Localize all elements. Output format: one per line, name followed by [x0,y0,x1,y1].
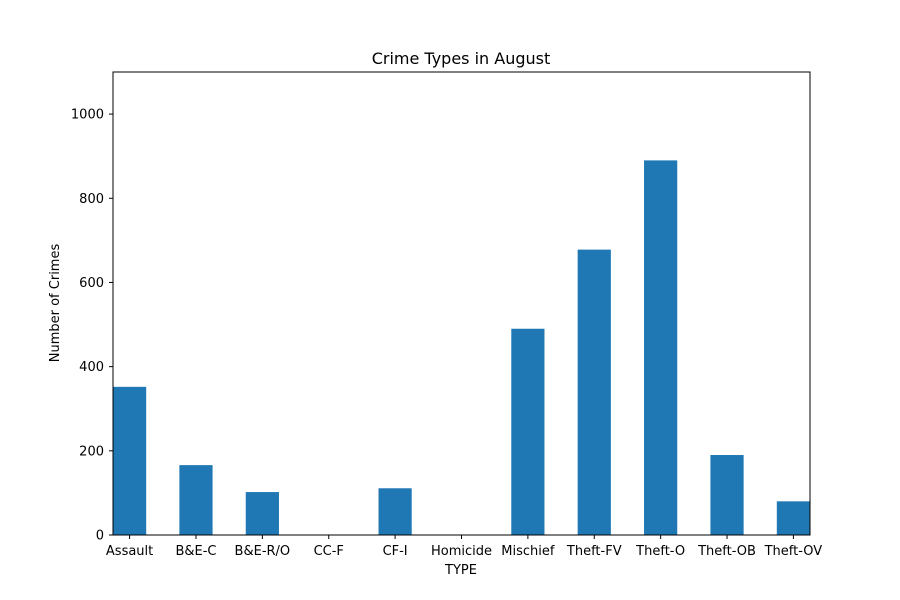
x-tick-label: Mischief [501,544,555,559]
y-axis-label: Number of Crimes [48,244,63,363]
x-tick-label: B&E-R/O [235,544,291,559]
bar-theft-o [644,160,678,535]
y-tick-label: 200 [79,444,104,459]
x-tick-label: Theft-OB [697,544,756,559]
y-tick-label: 1000 [71,108,104,123]
x-axis-label: TYPE [444,563,477,578]
x-tick-label: Homicide [431,544,492,559]
y-tick-label: 600 [79,276,104,291]
bar-b-e-r-o [245,492,279,535]
bar-theft-ov [776,501,810,535]
bar-assault [113,386,147,535]
bar-theft-fv [577,249,611,535]
y-tick-label: 800 [79,192,104,207]
y-tick-label: 400 [79,360,104,375]
x-tick-label: Theft-OV [764,544,823,559]
x-tick-label: Theft-FV [566,544,622,559]
bar-cf-i [378,488,412,535]
bar-b-e-c [179,465,213,535]
bars-group [113,160,810,535]
chart-title: Crime Types in August [372,49,551,68]
bar-mischief [511,328,545,535]
plot-frame [112,71,811,536]
y-axis-ticks: 0 200 400 600 800 1000 [71,108,113,544]
y-tick-label: 0 [96,529,104,544]
bar-theft-ob [710,455,744,535]
x-tick-label: CC-F [314,544,344,559]
x-tick-label: Assault [106,544,153,559]
x-axis-ticks: Assault B&E-C B&E-R/O CC-F CF-I Homicide Misch… [106,535,822,559]
x-tick-label: CF-I [383,544,408,559]
x-tick-label: B&E-C [175,544,216,559]
x-tick-label: Theft-O [635,544,685,559]
